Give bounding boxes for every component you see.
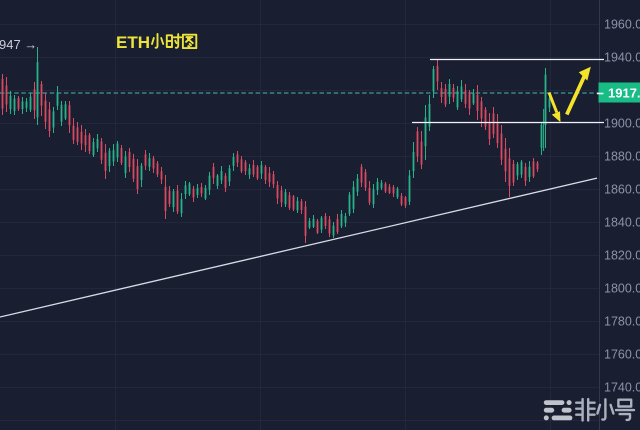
svg-text:1820.0: 1820.0 [604, 248, 640, 262]
svg-text:ETH: ETH [116, 33, 150, 52]
svg-text:1760.0: 1760.0 [604, 347, 640, 361]
svg-text:1960.0: 1960.0 [604, 17, 640, 31]
svg-text:1840.0: 1840.0 [604, 215, 640, 229]
svg-text:1900.0: 1900.0 [604, 116, 640, 130]
svg-text:1740.0: 1740.0 [604, 380, 640, 394]
svg-text:1800.0: 1800.0 [604, 281, 640, 295]
svg-text:1860.0: 1860.0 [604, 182, 640, 196]
svg-text:1880.0: 1880.0 [604, 149, 640, 163]
svg-text:1940.0: 1940.0 [604, 50, 640, 64]
svg-text:947 →: 947 → [0, 37, 37, 52]
svg-text:1917.5: 1917.5 [608, 86, 640, 101]
svg-text:1780.0: 1780.0 [604, 314, 640, 328]
